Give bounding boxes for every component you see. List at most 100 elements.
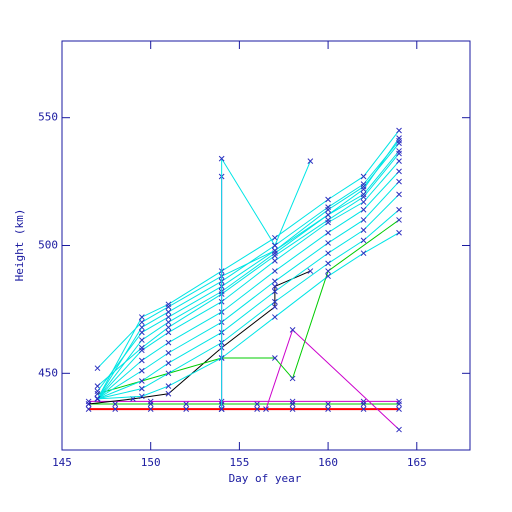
point-marker	[165, 319, 172, 326]
point-marker	[325, 401, 331, 407]
point-marker	[272, 257, 278, 264]
point-marker	[272, 303, 278, 310]
point-marker	[396, 217, 402, 223]
point-marker	[289, 401, 296, 407]
point-marker	[272, 247, 278, 254]
x-tick-label: 155	[229, 456, 249, 469]
series-line	[97, 142, 400, 392]
point-marker	[165, 383, 172, 389]
point-marker	[138, 378, 145, 384]
point-marker	[396, 229, 402, 236]
series-line	[97, 137, 400, 369]
point-marker	[360, 173, 367, 180]
point-marker	[396, 398, 402, 405]
point-marker	[94, 383, 101, 389]
y-tick-label: 450	[38, 366, 58, 379]
point-marker	[272, 242, 278, 249]
point-marker	[254, 401, 260, 407]
point-marker	[325, 240, 331, 246]
point-marker	[147, 406, 154, 412]
point-marker	[147, 401, 154, 407]
point-marker	[138, 367, 145, 374]
point-marker	[138, 393, 145, 400]
point-marker	[360, 406, 367, 412]
point-marker	[360, 206, 367, 213]
point-marker	[165, 309, 172, 315]
point-marker	[165, 370, 172, 377]
series-line	[97, 209, 400, 400]
point-marker	[396, 150, 402, 157]
point-marker	[272, 355, 278, 361]
point-marker	[138, 337, 145, 343]
point-marker	[272, 288, 278, 295]
point-marker	[396, 406, 402, 412]
point-marker	[165, 324, 172, 331]
series-line	[221, 156, 311, 410]
point-marker	[396, 178, 402, 185]
point-marker	[396, 191, 402, 198]
point-marker	[272, 252, 278, 259]
point-marker	[272, 314, 278, 320]
point-marker	[307, 158, 314, 164]
point-marker	[183, 401, 190, 407]
point-marker	[272, 283, 278, 290]
point-marker	[263, 406, 269, 412]
point-marker	[289, 327, 296, 333]
point-marker	[254, 406, 260, 412]
point-marker	[272, 268, 278, 274]
point-marker	[94, 396, 101, 402]
point-marker	[94, 365, 101, 372]
point-marker	[165, 329, 172, 336]
x-tick-label: 160	[318, 456, 338, 469]
point-marker	[360, 227, 367, 234]
x-tick-label: 145	[52, 456, 72, 469]
point-marker	[325, 229, 331, 236]
point-marker	[289, 406, 296, 412]
point-marker	[360, 401, 367, 407]
point-marker	[272, 234, 278, 241]
point-marker	[289, 375, 296, 382]
point-marker	[360, 199, 367, 205]
point-marker	[138, 385, 145, 392]
series-line	[97, 181, 400, 400]
point-marker	[360, 398, 367, 405]
point-marker	[85, 398, 92, 405]
point-marker	[360, 183, 367, 190]
x-tick-label: 165	[407, 456, 427, 469]
point-marker	[325, 250, 331, 257]
point-marker	[218, 406, 225, 412]
point-marker	[325, 406, 331, 412]
point-marker	[94, 388, 101, 395]
point-marker	[138, 357, 145, 364]
series-line	[97, 194, 400, 400]
series-line	[97, 219, 400, 395]
point-marker	[165, 350, 172, 356]
series-line	[97, 130, 400, 400]
point-marker	[138, 319, 145, 326]
y-tick-label: 500	[38, 239, 58, 252]
point-marker	[360, 250, 367, 257]
series-line	[97, 171, 400, 400]
point-marker	[396, 148, 402, 154]
point-marker	[360, 237, 367, 244]
point-marker	[165, 314, 172, 320]
point-marker	[272, 298, 278, 305]
x-axis-label: Day of year	[229, 472, 302, 485]
y-axis-label: Height (km)	[13, 209, 26, 282]
point-marker	[396, 206, 402, 213]
point-marker	[325, 211, 331, 218]
point-marker	[325, 196, 331, 203]
point-marker	[325, 206, 331, 213]
point-marker	[165, 339, 172, 346]
point-marker	[165, 360, 172, 366]
point-marker	[112, 406, 119, 412]
point-marker	[325, 273, 331, 280]
point-marker	[138, 324, 145, 331]
point-marker	[85, 401, 92, 407]
point-marker	[85, 406, 92, 412]
point-marker	[325, 260, 331, 267]
point-marker	[396, 401, 402, 407]
series-line	[97, 160, 400, 400]
point-marker	[360, 181, 367, 188]
